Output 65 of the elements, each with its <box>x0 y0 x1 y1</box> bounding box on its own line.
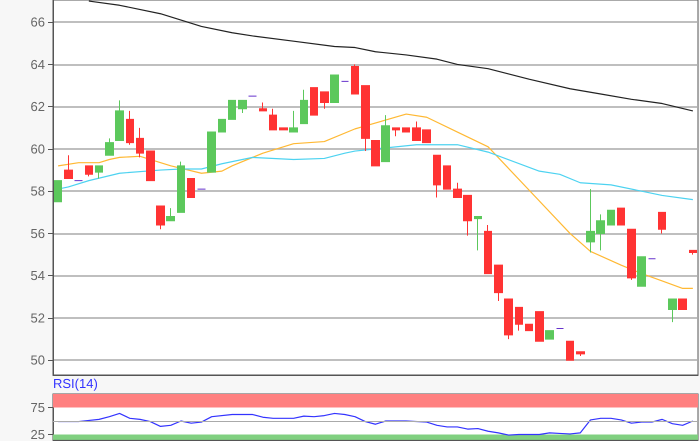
candlestick <box>300 89 308 124</box>
candlestick <box>289 110 298 133</box>
y-tick-label: 25 <box>30 427 45 441</box>
candlestick <box>320 91 329 110</box>
candlestick <box>279 127 288 130</box>
y-tick-label: 54 <box>30 268 45 284</box>
candlestick <box>218 118 226 133</box>
y-tick-label: 50 <box>30 352 45 368</box>
candlestick <box>668 298 677 323</box>
candlestick <box>678 298 687 310</box>
candlestick <box>494 264 503 302</box>
candlestick <box>607 210 615 226</box>
line-series <box>58 113 694 289</box>
y-tick-label: 66 <box>30 14 45 30</box>
candlestick <box>95 165 103 180</box>
y-tick-label: 58 <box>30 184 45 199</box>
candlestick <box>351 64 359 95</box>
candlestick <box>627 228 636 280</box>
candlestick <box>566 340 574 361</box>
candlestick <box>515 306 523 332</box>
candlestick <box>637 256 646 287</box>
candlestick <box>228 100 236 120</box>
candlestick <box>166 208 175 222</box>
candlestick <box>484 224 492 274</box>
candlestick <box>576 351 585 356</box>
candlestick <box>238 100 247 114</box>
candlestick <box>371 140 380 166</box>
y-tick-label: 64 <box>30 56 45 72</box>
candlestick <box>269 108 277 130</box>
candlestick <box>689 250 697 256</box>
candlestick <box>187 178 195 198</box>
candlestick <box>64 154 73 180</box>
candlestick <box>474 216 482 251</box>
y-tick-label: 62 <box>30 99 45 114</box>
y-tick-label: 60 <box>30 141 45 156</box>
candlestick <box>402 127 410 133</box>
candlestick <box>545 330 554 340</box>
candlestick <box>54 180 62 202</box>
line-series <box>88 0 694 112</box>
y-tick-label: 52 <box>30 310 45 326</box>
candlestick <box>259 102 267 112</box>
candlestick <box>85 165 93 177</box>
y-tick-label: 75 <box>30 400 45 415</box>
candlestick <box>115 100 124 141</box>
candlestick <box>156 205 165 230</box>
candlestick <box>126 110 134 146</box>
candlestick <box>525 324 533 332</box>
candlestick <box>330 74 339 103</box>
y-tick-label: 56 <box>30 226 45 241</box>
candlestick <box>443 165 451 190</box>
candlestick <box>535 311 544 342</box>
candlestick <box>617 208 625 226</box>
chart-title: RSI(14) <box>53 376 98 391</box>
candlestick <box>146 150 155 182</box>
candlestick <box>433 154 441 198</box>
candlestick <box>177 161 185 213</box>
candlestick <box>361 85 370 152</box>
candlestick <box>504 298 513 340</box>
candlestick <box>392 127 400 137</box>
candlestick <box>381 114 390 162</box>
candlestick <box>658 212 666 234</box>
candlestick <box>105 138 114 156</box>
candlestick <box>136 127 144 158</box>
candlestick <box>207 132 216 173</box>
candlestick <box>310 87 318 116</box>
